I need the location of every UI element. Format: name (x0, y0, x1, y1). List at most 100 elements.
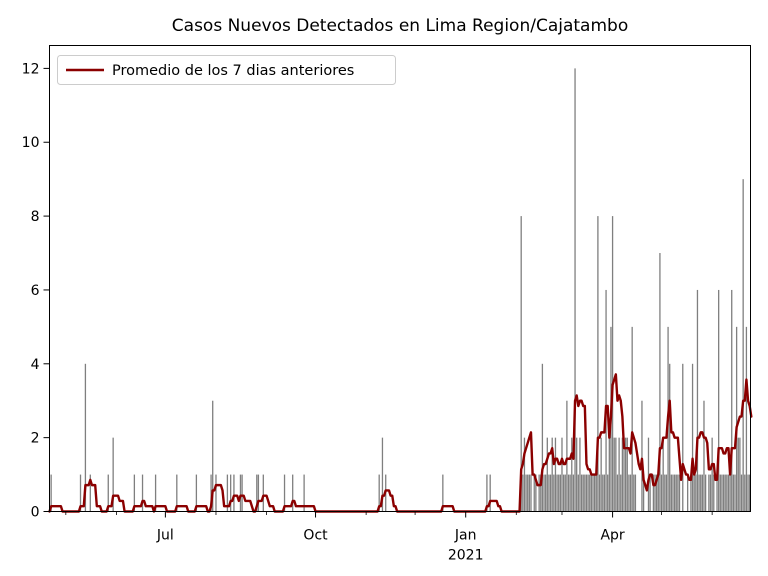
case-bar (283, 474, 286, 512)
case-bar (670, 474, 672, 512)
case-bar (543, 474, 545, 512)
case-bar (176, 474, 178, 512)
case-bar (378, 474, 380, 512)
case-bar (673, 474, 676, 512)
case-bar (154, 474, 157, 512)
case-bar (580, 474, 583, 512)
case-bar (535, 474, 537, 512)
average-line (48, 373, 753, 513)
case-bar (669, 363, 671, 512)
y-tick-label: 8 (31, 209, 40, 225)
case-bar (442, 474, 444, 512)
case-bar (623, 437, 625, 512)
case-bar (726, 474, 728, 512)
case-bar (739, 437, 741, 512)
case-bar (665, 474, 668, 512)
y-tick-label: 10 (22, 135, 40, 151)
case-bar (641, 400, 643, 512)
case-bar (107, 474, 109, 512)
case-bar (551, 437, 553, 512)
case-bar (631, 326, 633, 512)
case-bar (664, 474, 666, 512)
case-bar (528, 474, 530, 512)
case-bar (656, 474, 658, 512)
case-bar (624, 437, 627, 512)
x-tick-label: Jan (454, 528, 477, 544)
x-tick-label: Apr (600, 528, 624, 544)
case-bar (711, 437, 713, 512)
case-bar (571, 437, 573, 512)
x-tick-label: Jul (156, 528, 174, 544)
case-bar (618, 437, 620, 512)
case-bar (718, 289, 720, 512)
case-bar (257, 474, 260, 512)
case-bar (567, 474, 570, 512)
case-bar (540, 474, 542, 512)
case-bar (742, 179, 744, 512)
case-bar (611, 216, 614, 512)
case-bar (522, 474, 524, 512)
case-bar (566, 400, 568, 512)
case-bar (704, 474, 707, 512)
case-bar (584, 474, 586, 512)
case-bar (381, 437, 384, 512)
case-bar (602, 474, 604, 512)
case-bar (554, 437, 557, 512)
case-bar (727, 474, 730, 512)
case-bar (79, 474, 82, 512)
case-bar (731, 289, 733, 512)
case-bar (691, 363, 694, 512)
case-bar (541, 363, 544, 512)
case-bar (603, 474, 606, 512)
case-bar (732, 474, 735, 512)
case-bar (569, 474, 571, 512)
case-bar (662, 437, 664, 512)
case-bar (559, 474, 562, 512)
case-bar (600, 437, 602, 512)
case-bar (675, 474, 677, 512)
case-bar (562, 474, 565, 512)
x-tick-label: Oct (303, 528, 328, 544)
case-bar (558, 474, 560, 512)
case-bar (696, 289, 699, 512)
legend-box (57, 55, 396, 85)
case-bar (545, 474, 547, 512)
case-bar (486, 474, 488, 512)
case-bar (716, 474, 718, 512)
case-bar (672, 474, 674, 512)
case-bar (226, 474, 229, 512)
case-bar (690, 474, 692, 512)
case-bar (233, 474, 235, 512)
case-bar (587, 474, 589, 512)
case-bar (626, 437, 628, 512)
case-bar (141, 474, 144, 512)
case-bar (620, 474, 622, 512)
case-bar (693, 474, 695, 512)
case-bar (597, 216, 599, 512)
case-bar (527, 474, 529, 512)
case-bar (698, 474, 700, 512)
case-bar (572, 474, 575, 512)
case-bar (548, 474, 550, 512)
case-bar (615, 437, 617, 512)
case-bar (652, 474, 655, 512)
case-bar (682, 363, 684, 512)
case-bar (262, 474, 264, 512)
case-bar (50, 474, 52, 512)
y-tick-label: 2 (31, 431, 40, 447)
case-bar (112, 437, 114, 512)
y-tick-label: 4 (31, 357, 40, 373)
case-bar (747, 474, 749, 512)
case-bar (210, 474, 212, 512)
case-bar (576, 437, 578, 512)
case-bar (523, 437, 526, 512)
case-bar (546, 437, 548, 512)
case-bar (647, 437, 650, 512)
case-bar (533, 474, 535, 512)
y-tick-label: 12 (22, 61, 40, 77)
case-bar (538, 474, 540, 512)
case-bar (749, 474, 751, 512)
case-bar (659, 253, 661, 512)
plot-frame (49, 45, 751, 512)
